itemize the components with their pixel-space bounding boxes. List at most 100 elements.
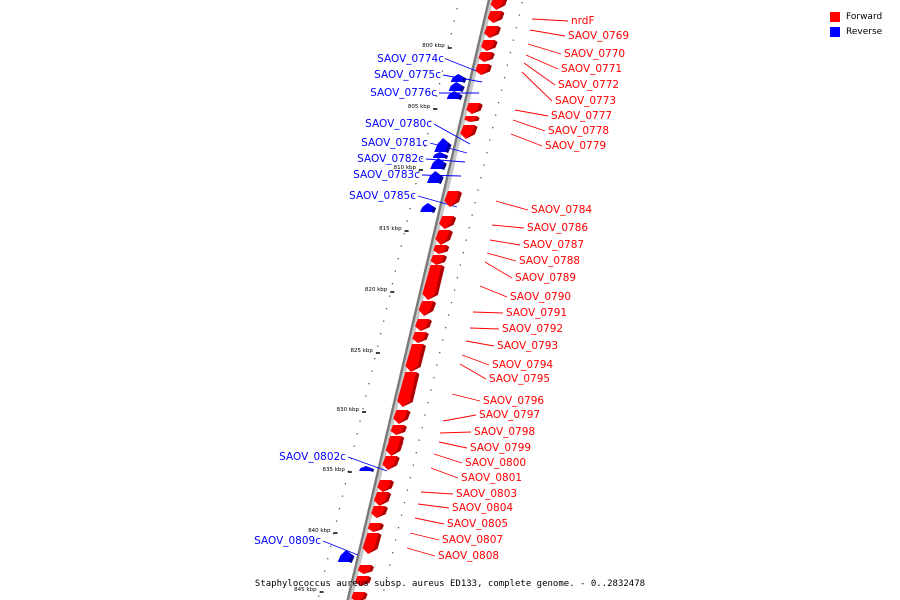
guide-dot <box>409 477 411 479</box>
forward-gene-arrow <box>390 425 404 435</box>
gene-label[interactable]: SAOV_0799 <box>470 442 531 454</box>
guide-dot <box>412 464 414 466</box>
guide-dot <box>321 583 323 585</box>
leader-line <box>461 354 490 366</box>
gene-label[interactable]: SAOV_0797 <box>479 409 540 421</box>
gene-label[interactable]: SAOV_0808 <box>438 550 499 562</box>
guide-dot <box>489 139 491 141</box>
leader-line <box>512 119 546 132</box>
gene-label[interactable]: SAOV_0784 <box>531 204 592 216</box>
gene-label[interactable]: SAOV_0774c <box>377 53 444 65</box>
forward-gene-arrow <box>397 372 417 407</box>
guide-dot <box>495 114 497 116</box>
genome-caption: Staphylococcus aureus subsp. aureus ED13… <box>254 579 646 589</box>
guide-dot <box>371 370 373 372</box>
guide-dot <box>456 8 458 10</box>
gene-label[interactable]: SAOV_0803 <box>456 488 517 500</box>
gene-label[interactable]: SAOV_0776c <box>370 87 437 99</box>
scale-ticks: 800 kbp 805 kbp 810 kbp 815 kbp 820 kbp 825 k… <box>294 43 452 593</box>
gene-label[interactable]: SAOV_0783c <box>353 169 420 181</box>
gene-label[interactable]: SAOV_0785c <box>349 190 416 202</box>
gene-label[interactable]: SAOV_0782c <box>357 153 424 165</box>
gene-label[interactable]: SAOV_0778 <box>548 125 609 137</box>
gene-label[interactable]: SAOV_0789 <box>515 272 576 284</box>
guide-dot <box>498 102 500 104</box>
leader-line <box>495 200 529 211</box>
guide-dot <box>341 495 344 497</box>
forward-gene-arrow <box>355 576 369 586</box>
guide-dot <box>356 433 358 435</box>
gene-label[interactable]: SAOV_0771 <box>561 63 622 75</box>
forward-gene-arrow <box>362 533 379 554</box>
gene-label[interactable]: SAOV_0786 <box>527 222 588 234</box>
gene-label[interactable]: SAOV_0780c <box>365 118 432 130</box>
gene-label[interactable]: SAOV_0787 <box>523 239 584 251</box>
forward-gene-arrow <box>371 506 385 518</box>
guide-dot <box>500 89 503 91</box>
guide-dot <box>400 514 403 516</box>
guide-dot <box>441 70 444 72</box>
guide-dot <box>418 170 420 172</box>
guide-dot <box>389 564 391 566</box>
gene-label[interactable]: SAOV_0775c <box>374 69 441 81</box>
gene-label[interactable]: SAOV_0770 <box>564 48 625 60</box>
leader-line <box>322 540 359 556</box>
forward-gene-arrow <box>382 456 397 470</box>
reverse-gene-arrow <box>448 82 462 91</box>
guide-dot <box>386 577 388 579</box>
leader-line <box>491 224 525 229</box>
gene-label[interactable]: SAOV_0791 <box>506 307 567 319</box>
gene-label[interactable]: SAOV_0769 <box>568 30 629 42</box>
guide-dot <box>385 308 388 310</box>
gene-label[interactable]: SAOV_0802c <box>279 451 346 463</box>
leader-line <box>438 441 468 449</box>
guide-dot <box>383 589 385 591</box>
guide-dot <box>492 127 494 129</box>
reverse-swatch <box>830 26 840 37</box>
gene-label[interactable]: SAOV_0801 <box>461 472 522 484</box>
leader-line <box>417 503 450 509</box>
forward-gene-arrow <box>435 230 450 245</box>
gene-label[interactable]: SAOV_0779 <box>545 140 606 152</box>
leader-line <box>433 123 471 145</box>
guide-dot <box>365 395 367 397</box>
reverse-gene-arrow <box>432 152 446 158</box>
gene-label[interactable]: SAOV_0793 <box>497 340 558 352</box>
gene-label[interactable]: SAOV_0798 <box>474 426 535 438</box>
gene-label[interactable]: SAOV_0781c <box>361 137 428 149</box>
reverse-gene-arrow <box>450 74 464 82</box>
forward-gene-arrow <box>484 26 498 38</box>
gene-label[interactable]: SAOV_0790 <box>510 291 571 303</box>
gene-label[interactable]: SAOV_0792 <box>502 323 563 335</box>
gene-label[interactable]: SAOV_0805 <box>447 518 508 530</box>
guide-dot <box>450 302 453 304</box>
gene-label[interactable]: SAOV_0772 <box>558 79 619 91</box>
leader-line <box>465 340 495 347</box>
guide-dot <box>380 333 382 335</box>
gene-label[interactable]: SAOV_0809c <box>254 535 321 547</box>
gene-label[interactable]: nrdF <box>571 15 595 27</box>
forward-gene-shade <box>496 0 508 10</box>
gene-label[interactable]: SAOV_0796 <box>483 395 544 407</box>
gene-label[interactable]: SAOV_0777 <box>551 110 612 122</box>
guide-dot <box>377 345 379 347</box>
gene-label[interactable]: SAOV_0788 <box>519 255 580 267</box>
guide-dot <box>503 77 506 79</box>
gene-label[interactable]: SAOV_0800 <box>465 457 526 469</box>
gene-labels: nrdF SAOV_0769 SAOV_0770 SAOV_0771 SAOV_0772… <box>254 15 629 562</box>
gene-label[interactable]: SAOV_0773 <box>555 95 616 107</box>
gene-label[interactable]: SAOV_0807 <box>442 534 503 546</box>
leader-line <box>489 239 521 246</box>
tick-label: 845 kbp <box>294 587 317 593</box>
tick-label: 805 kbp <box>408 104 431 110</box>
tick-label: 800 kbp <box>422 43 445 49</box>
gene-label[interactable]: SAOV_0794 <box>492 359 553 371</box>
guide-dot <box>439 352 441 354</box>
guide-dot <box>456 277 459 279</box>
gene-label[interactable]: SAOV_0804 <box>452 502 513 514</box>
forward-gene-arrow <box>439 216 454 229</box>
guide-dot <box>445 327 447 329</box>
forward-gene-arrow <box>422 265 442 300</box>
guide-dot <box>424 145 426 147</box>
gene-label[interactable]: SAOV_0795 <box>489 373 550 385</box>
